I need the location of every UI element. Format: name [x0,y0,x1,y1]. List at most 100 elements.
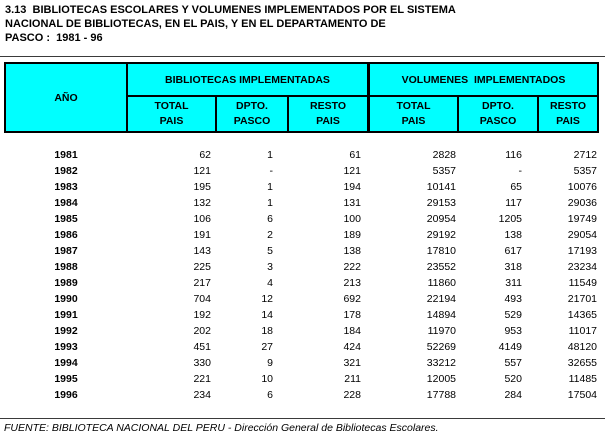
value-cell-vol-resto: 19749 [567,213,597,225]
value-cell-vol-resto: 32655 [567,357,597,369]
value-cell-bib-pasco: 6 [267,389,273,401]
table-row: 1981 62 1 61 2828 116 2712 [4,147,599,163]
value-cell-vol-pasco: 493 [504,293,522,305]
table-row: 1994 330 9 321 33212 557 32655 [4,355,599,371]
value-cell-bib-pasco: 9 [267,357,273,369]
year-cell: 1988 [54,261,78,273]
year-cell: 1985 [54,213,78,225]
value-cell-bib-pasco: 5 [267,245,273,257]
value-cell-bib-total: 195 [193,181,211,193]
table-row: 1982 121 - 121 5357 - 5357 [4,163,599,179]
value-cell-vol-pasco: 529 [504,309,522,321]
value-cell-vol-total: 17810 [426,245,456,257]
value-cell-vol-resto: 17193 [567,245,597,257]
value-cell-vol-total: 52269 [426,341,456,353]
year-cell: 1992 [54,325,78,337]
year-cell: 1982 [54,165,78,177]
value-cell-vol-resto: 48120 [567,341,597,353]
value-cell-bib-resto: 424 [343,341,361,353]
value-cell-vol-pasco: 65 [510,181,522,193]
value-cell-bib-pasco: 2 [267,229,273,241]
table-row: 1993 451 27 424 52269 4149 48120 [4,339,599,355]
value-cell-vol-pasco: 117 [505,197,522,209]
value-cell-bib-resto: 131 [343,197,361,209]
value-cell-vol-resto: 14365 [567,309,597,321]
value-cell-bib-resto: 138 [343,245,361,257]
value-cell-vol-total: 11860 [427,277,456,289]
value-cell-vol-pasco: 284 [504,389,522,401]
value-cell-vol-total: 10141 [426,181,456,193]
value-cell-bib-pasco: 18 [261,325,273,337]
source-note: FUENTE: BIBLIOTECA NACIONAL DEL PERU - D… [4,422,439,434]
value-cell-vol-pasco: 116 [505,149,522,161]
table-row: 1987 143 5 138 17810 617 17193 [4,243,599,259]
value-cell-vol-resto: 29054 [567,229,597,241]
title-line-1: 3.13 BIBLIOTECAS ESCOLARES Y VOLUMENES I… [5,4,456,16]
table-row: 1983 195 1 194 10141 65 10076 [4,179,599,195]
table-row: 1990 704 12 692 22194 493 21701 [4,291,599,307]
year-column-header: AÑO [6,64,128,131]
value-cell-bib-resto: 178 [343,309,361,321]
value-cell-bib-resto: 61 [349,149,361,161]
subheader-vol-total-pais: TOTAL PAIS [367,97,459,131]
table-row: 1986 191 2 189 29192 138 29054 [4,227,599,243]
value-cell-bib-pasco: 12 [261,293,273,305]
group-header-bibliotecas: BIBLIOTECAS IMPLEMENTADAS [128,64,367,97]
value-cell-bib-pasco: 3 [267,261,273,273]
footer-divider [0,418,605,419]
value-cell-bib-resto: 121 [343,165,361,177]
year-cell: 1994 [54,357,78,369]
value-cell-bib-resto: 211 [344,373,361,385]
value-cell-bib-resto: 222 [343,261,361,273]
value-cell-vol-total: 22194 [426,293,456,305]
value-cell-vol-total: 29192 [426,229,456,241]
year-cell: 1996 [54,389,78,401]
value-cell-bib-total: 451 [193,341,211,353]
value-cell-vol-pasco: - [518,165,523,177]
table-row: 1992 202 18 184 11970 953 11017 [4,323,599,339]
year-cell: 1984 [54,197,78,209]
year-cell: 1981 [54,149,78,161]
value-cell-vol-total: 12005 [426,373,456,385]
value-cell-bib-resto: 184 [343,325,361,337]
value-cell-vol-pasco: 311 [505,277,522,289]
value-cell-vol-resto: 11549 [568,277,597,289]
value-cell-bib-resto: 100 [343,213,361,225]
value-cell-vol-pasco: 617 [504,245,522,257]
value-cell-bib-resto: 194 [343,181,361,193]
subheader-vol-resto-pais: RESTO PAIS [550,100,586,127]
value-cell-bib-total: 225 [193,261,211,273]
value-cell-vol-resto: 21701 [567,293,597,305]
value-cell-bib-pasco: 6 [267,213,273,225]
value-cell-vol-resto: 11017 [568,325,597,337]
value-cell-bib-pasco: 1 [267,149,273,161]
value-cell-vol-total: 20954 [426,213,456,225]
value-cell-bib-total: 217 [193,277,211,289]
value-cell-bib-pasco: 27 [261,341,273,353]
year-cell: 1995 [54,373,78,385]
value-cell-bib-total: 191 [193,229,211,241]
subheader-bib-total-pais: TOTAL PAIS [128,97,217,131]
value-cell-vol-total: 11970 [427,325,456,337]
table-row: 1989 217 4 213 11860 311 11549 [4,275,599,291]
value-cell-vol-pasco: 953 [504,325,522,337]
value-cell-vol-pasco: 4149 [498,341,522,353]
title-divider [0,56,605,57]
value-cell-bib-pasco: 4 [267,277,273,289]
subheader-vol-dpto-pasco: DPTO. PASCO [459,97,539,131]
value-cell-vol-total: 33212 [426,357,456,369]
subheader-bib-resto-pais: RESTO PAIS [310,100,346,127]
value-cell-bib-resto: 321 [343,357,361,369]
value-cell-vol-resto: 10076 [567,181,597,193]
value-cell-vol-resto: 23234 [567,261,597,273]
value-cell-bib-pasco: 14 [261,309,273,321]
table-row: 1985 106 6 100 20954 1205 19749 [4,211,599,227]
year-cell: 1986 [54,229,78,241]
year-cell: 1989 [54,277,78,289]
year-cell: 1990 [54,293,78,305]
value-cell-vol-total: 2828 [432,149,456,161]
group-header-volumenes: VOLUMENES IMPLEMENTADOS [367,64,597,97]
value-cell-bib-resto: 692 [343,293,361,305]
value-cell-bib-total: 234 [193,389,211,401]
value-cell-bib-total: 202 [193,325,211,337]
